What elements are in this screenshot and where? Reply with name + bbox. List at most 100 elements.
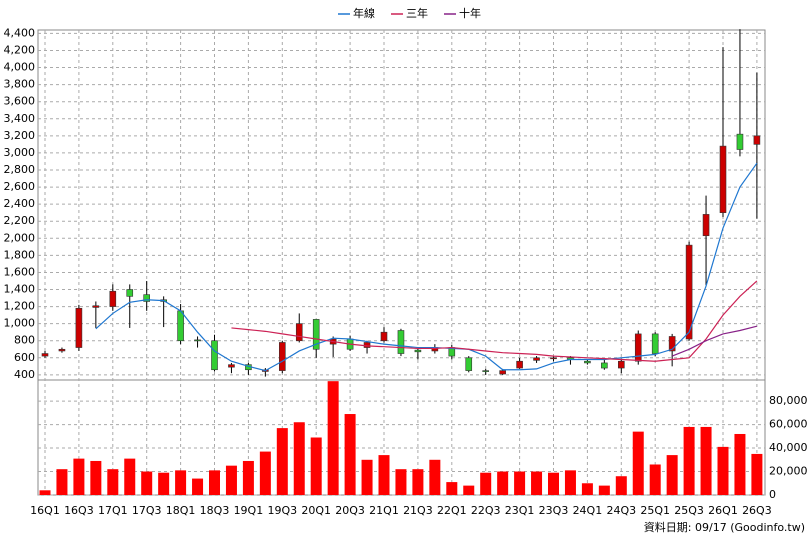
candle-body [312, 319, 320, 350]
x-tick-label: 17Q1 [98, 504, 128, 517]
candle-body [651, 333, 659, 354]
candle-body [228, 364, 235, 368]
x-tick-label: 24Q1 [573, 504, 603, 517]
volume-bar [310, 437, 322, 495]
series-line [95, 162, 758, 372]
candle-body [194, 339, 201, 342]
legend-label: 年線 [353, 6, 375, 20]
x-tick-label: 18Q1 [166, 504, 196, 517]
y-tick-label: 4,400 [4, 26, 36, 39]
legend-label: 十年 [459, 6, 481, 20]
volume-bar [344, 414, 356, 495]
volume-bar [446, 482, 458, 495]
candle-body [550, 357, 557, 360]
series-line [231, 280, 758, 362]
y-tick-label: 4,200 [4, 43, 36, 56]
candle-body [278, 342, 286, 371]
volume-bar [225, 465, 237, 495]
volume-bar [361, 459, 373, 495]
series-line [671, 325, 758, 357]
x-tick-label: 25Q3 [674, 504, 704, 517]
candle-body [685, 244, 693, 340]
x-tick-label: 17Q3 [132, 504, 162, 517]
candle-body [143, 294, 150, 302]
x-tick-label: 19Q1 [234, 504, 264, 517]
y-tick-label: 4,000 [4, 61, 36, 74]
volume-bar [514, 471, 526, 495]
y-tick-label: 400 [14, 368, 35, 381]
x-tick-label: 18Q3 [200, 504, 230, 517]
x-tick-label: 24Q3 [606, 504, 636, 517]
volume-bar [632, 431, 644, 495]
y-tick-label: 2,600 [4, 180, 36, 193]
y-tick-label: 3,400 [4, 112, 36, 125]
candle-body [41, 353, 49, 357]
y-tick-label: 1,400 [4, 283, 36, 296]
volume-bar [615, 476, 627, 495]
volume-bar [598, 485, 610, 495]
volume-bar [683, 426, 695, 495]
volume-bar [378, 455, 390, 495]
y2-tick-label: 20,000 [769, 465, 808, 478]
volume-bar [90, 460, 102, 495]
candle-body [92, 305, 100, 308]
x-tick-label: 20Q1 [301, 504, 331, 517]
candle-body [126, 289, 134, 297]
volume-bar [412, 469, 424, 495]
candle-body [482, 370, 490, 372]
volume-bar [124, 458, 136, 495]
x-tick-label: 26Q3 [742, 504, 772, 517]
volume-bar [581, 483, 593, 495]
candle-body [584, 360, 591, 364]
y-tick-label: 3,600 [4, 95, 36, 108]
candle-body [702, 214, 710, 237]
y-tick-label: 1,000 [4, 317, 36, 330]
volume-bar [751, 453, 763, 495]
candle-body [736, 133, 744, 150]
volume-bar [463, 485, 475, 495]
y-tick-label: 1,200 [4, 300, 36, 313]
candle-body [719, 145, 727, 213]
volume-bar [141, 471, 153, 495]
y-tick-label: 800 [14, 334, 35, 347]
y2-tick-label: 40,000 [769, 441, 808, 454]
volume-bar [242, 460, 254, 495]
volume-bar [429, 459, 441, 495]
volume-bar [564, 470, 576, 495]
y-tick-label: 3,800 [4, 78, 36, 91]
x-tick-label: 23Q1 [505, 504, 535, 517]
y-tick-label: 3,000 [4, 146, 36, 159]
volume-bar [56, 469, 68, 495]
volume-bar [480, 472, 492, 495]
volume-bar [175, 470, 187, 495]
volume-bar [192, 478, 204, 495]
y-tick-label: 2,800 [4, 163, 36, 176]
x-tick-label: 23Q3 [539, 504, 569, 517]
volume-bar [107, 469, 119, 495]
volume-bar [531, 471, 543, 495]
x-tick-label: 21Q3 [403, 504, 433, 517]
volume-bar [497, 471, 509, 495]
candle-body [668, 336, 676, 352]
y-tick-label: 2,400 [4, 197, 36, 210]
volume-bar [209, 470, 220, 495]
candle-body [753, 135, 761, 145]
volume-bar [158, 472, 170, 495]
y-tick-label: 2,000 [4, 231, 36, 244]
volume-bar [73, 458, 85, 495]
volume-bar [700, 426, 712, 495]
x-tick-label: 20Q3 [335, 504, 365, 517]
x-tick-label: 16Q1 [30, 504, 60, 517]
source-note: 資料日期: 09/17 (Goodinfo.tw) [644, 520, 805, 534]
candle-body [177, 310, 184, 342]
y-tick-label: 1,600 [4, 265, 36, 278]
candle-body [295, 323, 303, 342]
volume-bar [39, 490, 51, 495]
y-tick-label: 3,200 [4, 129, 36, 142]
volume-bar [293, 422, 305, 495]
candle-body [634, 333, 642, 362]
price-frame [37, 29, 766, 381]
candle-body [465, 357, 473, 371]
